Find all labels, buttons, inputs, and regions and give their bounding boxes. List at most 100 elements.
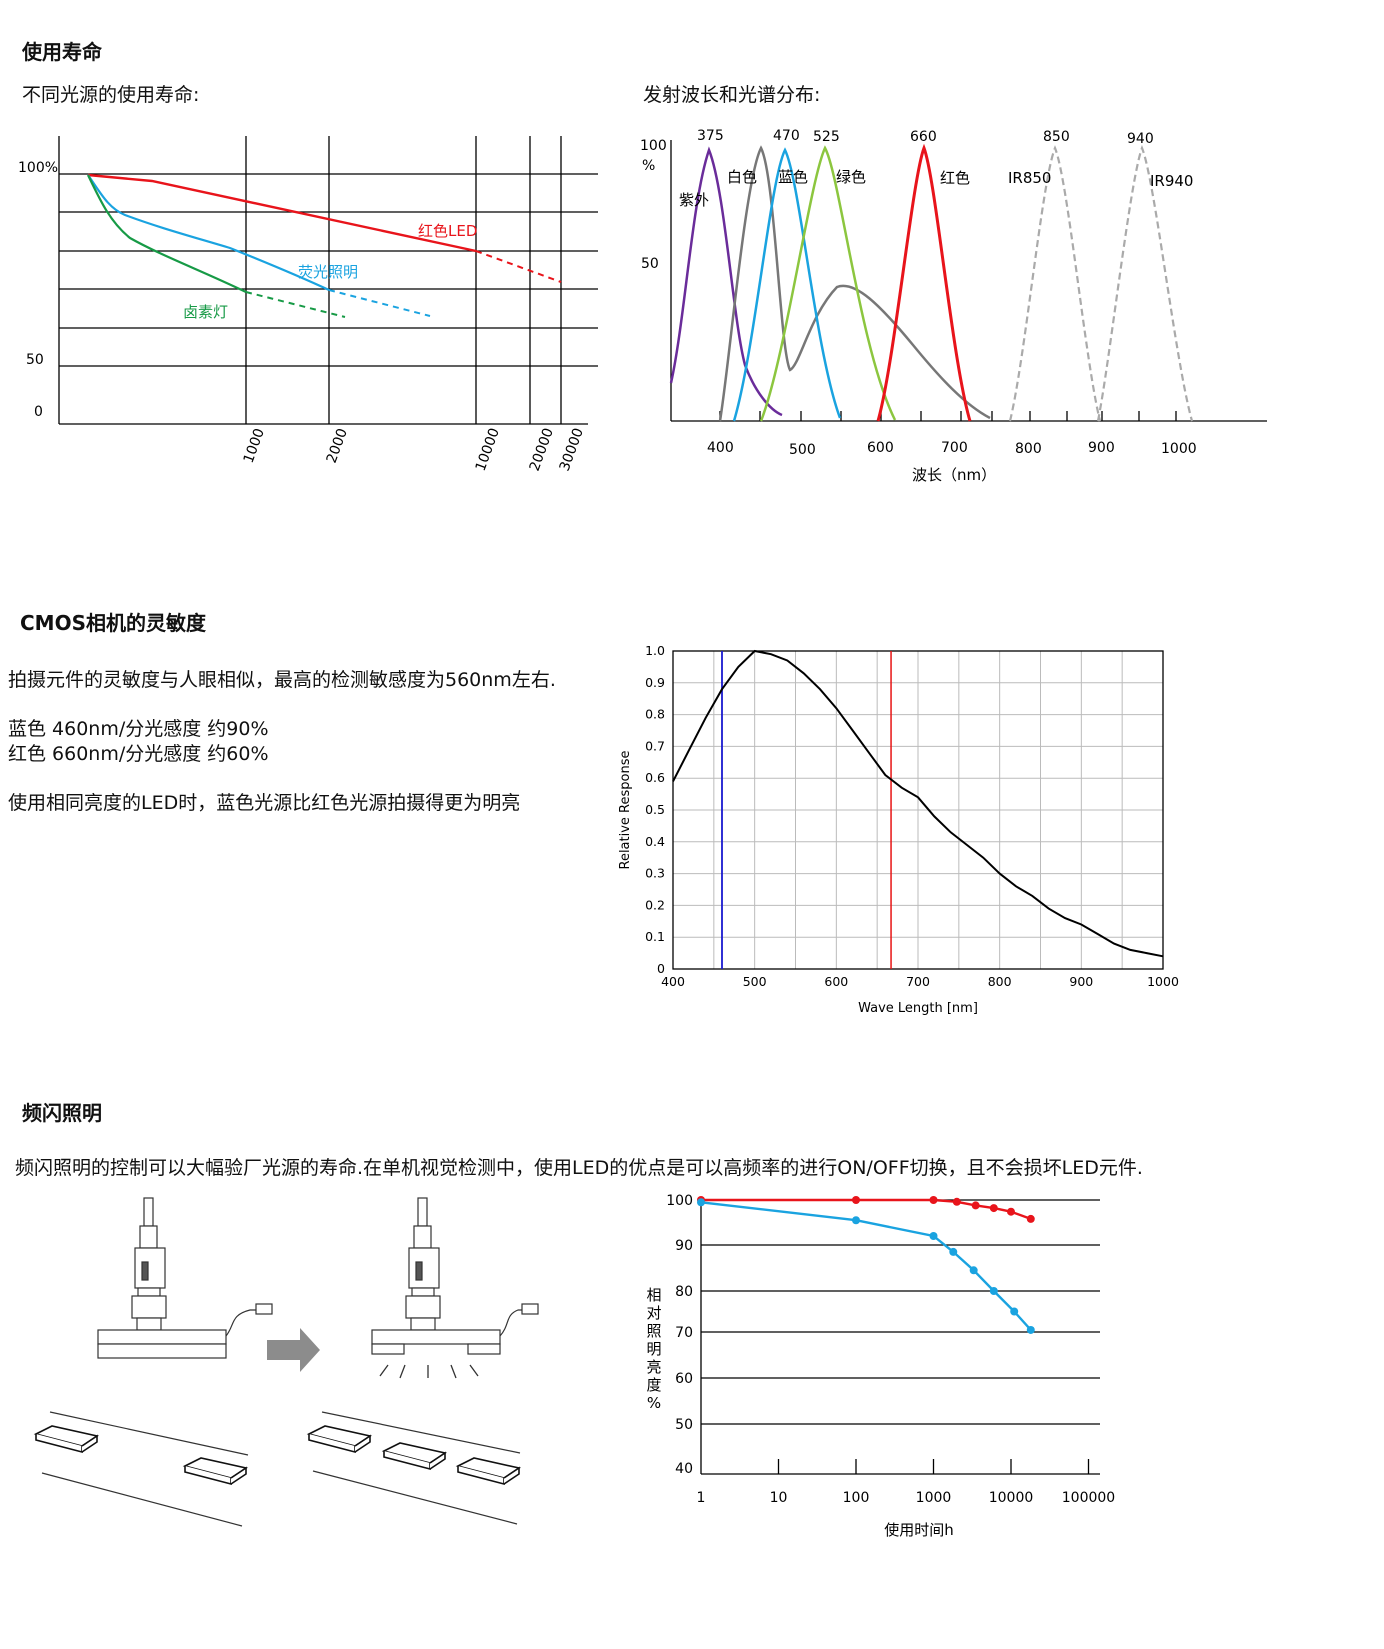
spectrum-ytick: 100 [640, 138, 667, 154]
strobe-series-point [949, 1247, 958, 1256]
spectrum-curve-green [759, 145, 897, 422]
strobe-series-point [1026, 1214, 1035, 1223]
spectrum-xtick: 1000 [1161, 441, 1197, 457]
lifespan-xtick: 1000 [241, 426, 268, 465]
spectrum-xtick: 900 [1088, 440, 1115, 456]
strobe-ytick: 90 [675, 1238, 693, 1254]
lifespan-label-halogen: 卤素灯 [183, 303, 228, 321]
strobe-xtick: 1000 [916, 1490, 952, 1506]
spectrum-label-ir940: IR940 [1150, 172, 1193, 190]
strobe-series-point [952, 1197, 961, 1206]
cmos-ylabel: Relative Response [618, 751, 633, 870]
strobe-series-point [1007, 1207, 1015, 1216]
strobe-series-point [929, 1196, 938, 1204]
strobe-text: 频闪照明的控制可以大幅验厂光源的寿命.在单机视觉检测中，使用LED的优点是可以高… [15, 1157, 1143, 1179]
lifespan-ytick: 50 [26, 352, 44, 368]
spectrum-peak-wavelength: 375 [697, 128, 724, 144]
cmos-ytick: 0 [657, 961, 665, 976]
strobe-illustration [33, 1197, 539, 1527]
section-heading-cmos: CMOS相机的灵敏度 [20, 611, 206, 635]
lifespan-xtick: 2000 [324, 426, 351, 465]
strobe-ytick: 40 [675, 1461, 693, 1477]
arrow-icon [267, 1328, 320, 1372]
spectrum-caption: 发射波长和光谱分布: [643, 84, 821, 106]
spectrum-curve-white [718, 145, 991, 422]
strobe-series-point [969, 1266, 978, 1275]
strobe-series-point [697, 1198, 705, 1207]
strobe-series-point [929, 1232, 938, 1240]
lifespan-ytick: 0 [34, 404, 43, 420]
spectrum-curve-uv [669, 146, 783, 417]
strobe-series-point [989, 1287, 998, 1295]
spectrum-curve-blue [732, 147, 842, 422]
strobe-ytick: 100 [666, 1193, 693, 1209]
lifespan-series-halogen-projection [245, 291, 346, 318]
lifespan-series-halogen [87, 174, 247, 293]
lifespan-label-red-led: 红色LED [418, 222, 477, 240]
cmos-grid [673, 651, 1163, 969]
spectrum-label-uv: 紫外 [679, 191, 709, 209]
spectrum-xtick: 500 [789, 442, 816, 458]
spectrum-label-white: 白色 [727, 168, 757, 186]
spectrum-xtick: 400 [707, 440, 734, 456]
strobe-ytick: 80 [675, 1284, 693, 1300]
cmos-ytick: 0.8 [645, 707, 665, 722]
camera-light-on-illustration [371, 1197, 539, 1355]
spectrum-peak-wavelength: 660 [910, 129, 937, 145]
cmos-xtick: 1000 [1147, 974, 1179, 989]
strobe-xtick: 10000 [989, 1490, 1034, 1506]
spectrum-label-green: 绿色 [836, 168, 866, 186]
strobe-ytick: 70 [675, 1325, 693, 1341]
strobe-xtick: 10 [770, 1490, 788, 1506]
cmos-plot-frame [672, 650, 1164, 970]
cmos-xtick: 800 [988, 974, 1012, 989]
lifespan-xtick: 20000 [527, 426, 557, 473]
spectrum-peak-wavelength: 470 [773, 128, 800, 144]
cmos-xtick: 600 [824, 974, 848, 989]
camera-light-off-illustration [97, 1197, 273, 1359]
workpiece-illustration [33, 1425, 522, 1486]
lifespan-label-fluorescent: 荧光照明 [298, 263, 358, 281]
strobe-xtick: 100000 [1062, 1490, 1115, 1506]
cmos-text-2b: 红色 660nm/分光感度 约60% [8, 743, 269, 765]
spectrum-ytick: 50 [641, 256, 659, 272]
cmos-ytick: 0.3 [645, 866, 665, 881]
cmos-ytick: 0.1 [645, 929, 665, 944]
spectrum-xtick: 600 [867, 440, 894, 456]
lifespan-series-fluorescent [87, 174, 330, 291]
cmos-ytick: 0.4 [645, 834, 665, 849]
cmos-chart: 0 0.1 0.2 0.3 0.4 0.5 0.6 0.7 0.8 0.9 1.0 400 500 60… [618, 643, 1179, 1016]
strobe-series-point [852, 1216, 860, 1225]
cmos-ytick: 0.6 [645, 770, 665, 785]
strobe-ylabel: 相对照明亮度% [646, 1286, 661, 1412]
cmos-ytick: 0.5 [645, 802, 665, 817]
strobe-series-point [989, 1204, 998, 1213]
spectrum-label-blue: 蓝色 [778, 168, 808, 186]
strobe-xtick: 1 [697, 1490, 706, 1506]
spectrum-ytick: % [642, 158, 655, 174]
cmos-response-curve [672, 649, 1164, 958]
conveyor-lines-illustration [41, 1411, 521, 1527]
lifespan-series-red-led-projection [475, 250, 562, 283]
strobe-series-point [1010, 1307, 1019, 1316]
cmos-ytick: 0.2 [645, 897, 665, 912]
spectrum-label-ir850: IR850 [1008, 169, 1051, 187]
strobe-ytick: 50 [675, 1417, 693, 1433]
strobe-series-line [700, 1201, 1032, 1331]
section-heading-strobe: 频闪照明 [22, 1101, 102, 1125]
cmos-xtick: 900 [1069, 974, 1093, 989]
spectrum-chart: 100 % 50 400 500 600 700 800 900 1000 波长… [640, 128, 1267, 484]
spectrum-peak-wavelength: 850 [1043, 129, 1070, 145]
lifespan-chart: 100% 50 0 1000 2000 10000 20000 30000 红色… [18, 136, 598, 473]
spectrum-peak-wavelength: 940 [1127, 131, 1154, 147]
lifespan-xtick: 10000 [473, 426, 503, 473]
strobe-xlabel: 使用时间h [884, 1521, 954, 1539]
cmos-text-1: 拍摄元件的灵敏度与人眼相似，最高的检测敏感度为560nm左右. [8, 669, 556, 691]
spectrum-xlabel: 波长（nm） [912, 466, 996, 484]
cmos-xtick: 700 [906, 974, 930, 989]
cmos-ytick: 1.0 [645, 643, 665, 658]
cmos-ytick: 0.7 [645, 738, 665, 753]
strobe-series-point [971, 1201, 980, 1210]
spectrum-peak-wavelength: 525 [813, 129, 840, 145]
